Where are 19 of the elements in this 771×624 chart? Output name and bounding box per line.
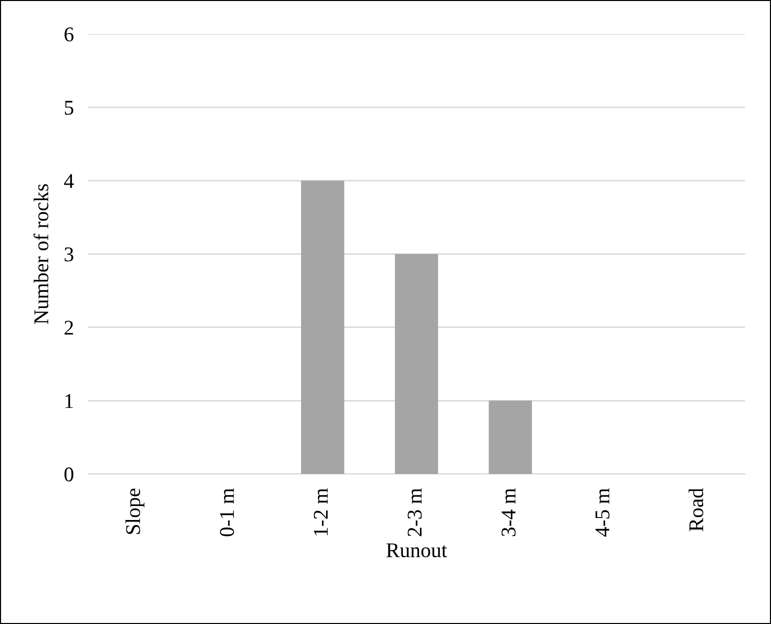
y-tick-label: 0 <box>64 467 74 482</box>
y-tick-label: 2 <box>64 320 73 335</box>
bar <box>394 254 438 474</box>
x-tick-label: 3-4 m <box>502 488 516 536</box>
bar <box>301 180 344 474</box>
y-tick-label: 3 <box>64 247 74 262</box>
bar <box>488 400 532 474</box>
x-axis-title: Runout <box>386 543 448 558</box>
y-axis-title: Number of rocks <box>33 184 48 324</box>
x-tick-label: 0-1 m <box>220 488 234 536</box>
y-tick-label: 1 <box>66 394 73 408</box>
x-tick-label: 2-3 m <box>408 488 422 536</box>
y-tick-label: 5 <box>64 100 74 115</box>
x-tick-label: Road <box>688 488 704 532</box>
x-tick-label: 1-2 m <box>314 488 328 536</box>
x-tick-label: 4-5 m <box>596 488 610 537</box>
y-tick-label: 6 <box>64 27 74 42</box>
y-tick-label: 4 <box>64 174 74 188</box>
x-tick-label: Slope <box>125 488 144 534</box>
